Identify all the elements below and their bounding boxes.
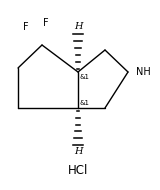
Text: H: H xyxy=(74,147,82,156)
Text: F: F xyxy=(43,18,49,28)
Text: F: F xyxy=(23,22,29,32)
Text: H: H xyxy=(74,22,82,31)
Text: HCl: HCl xyxy=(68,164,88,177)
Text: &1: &1 xyxy=(80,100,90,106)
Text: &1: &1 xyxy=(80,74,90,80)
Text: NH: NH xyxy=(136,67,151,77)
